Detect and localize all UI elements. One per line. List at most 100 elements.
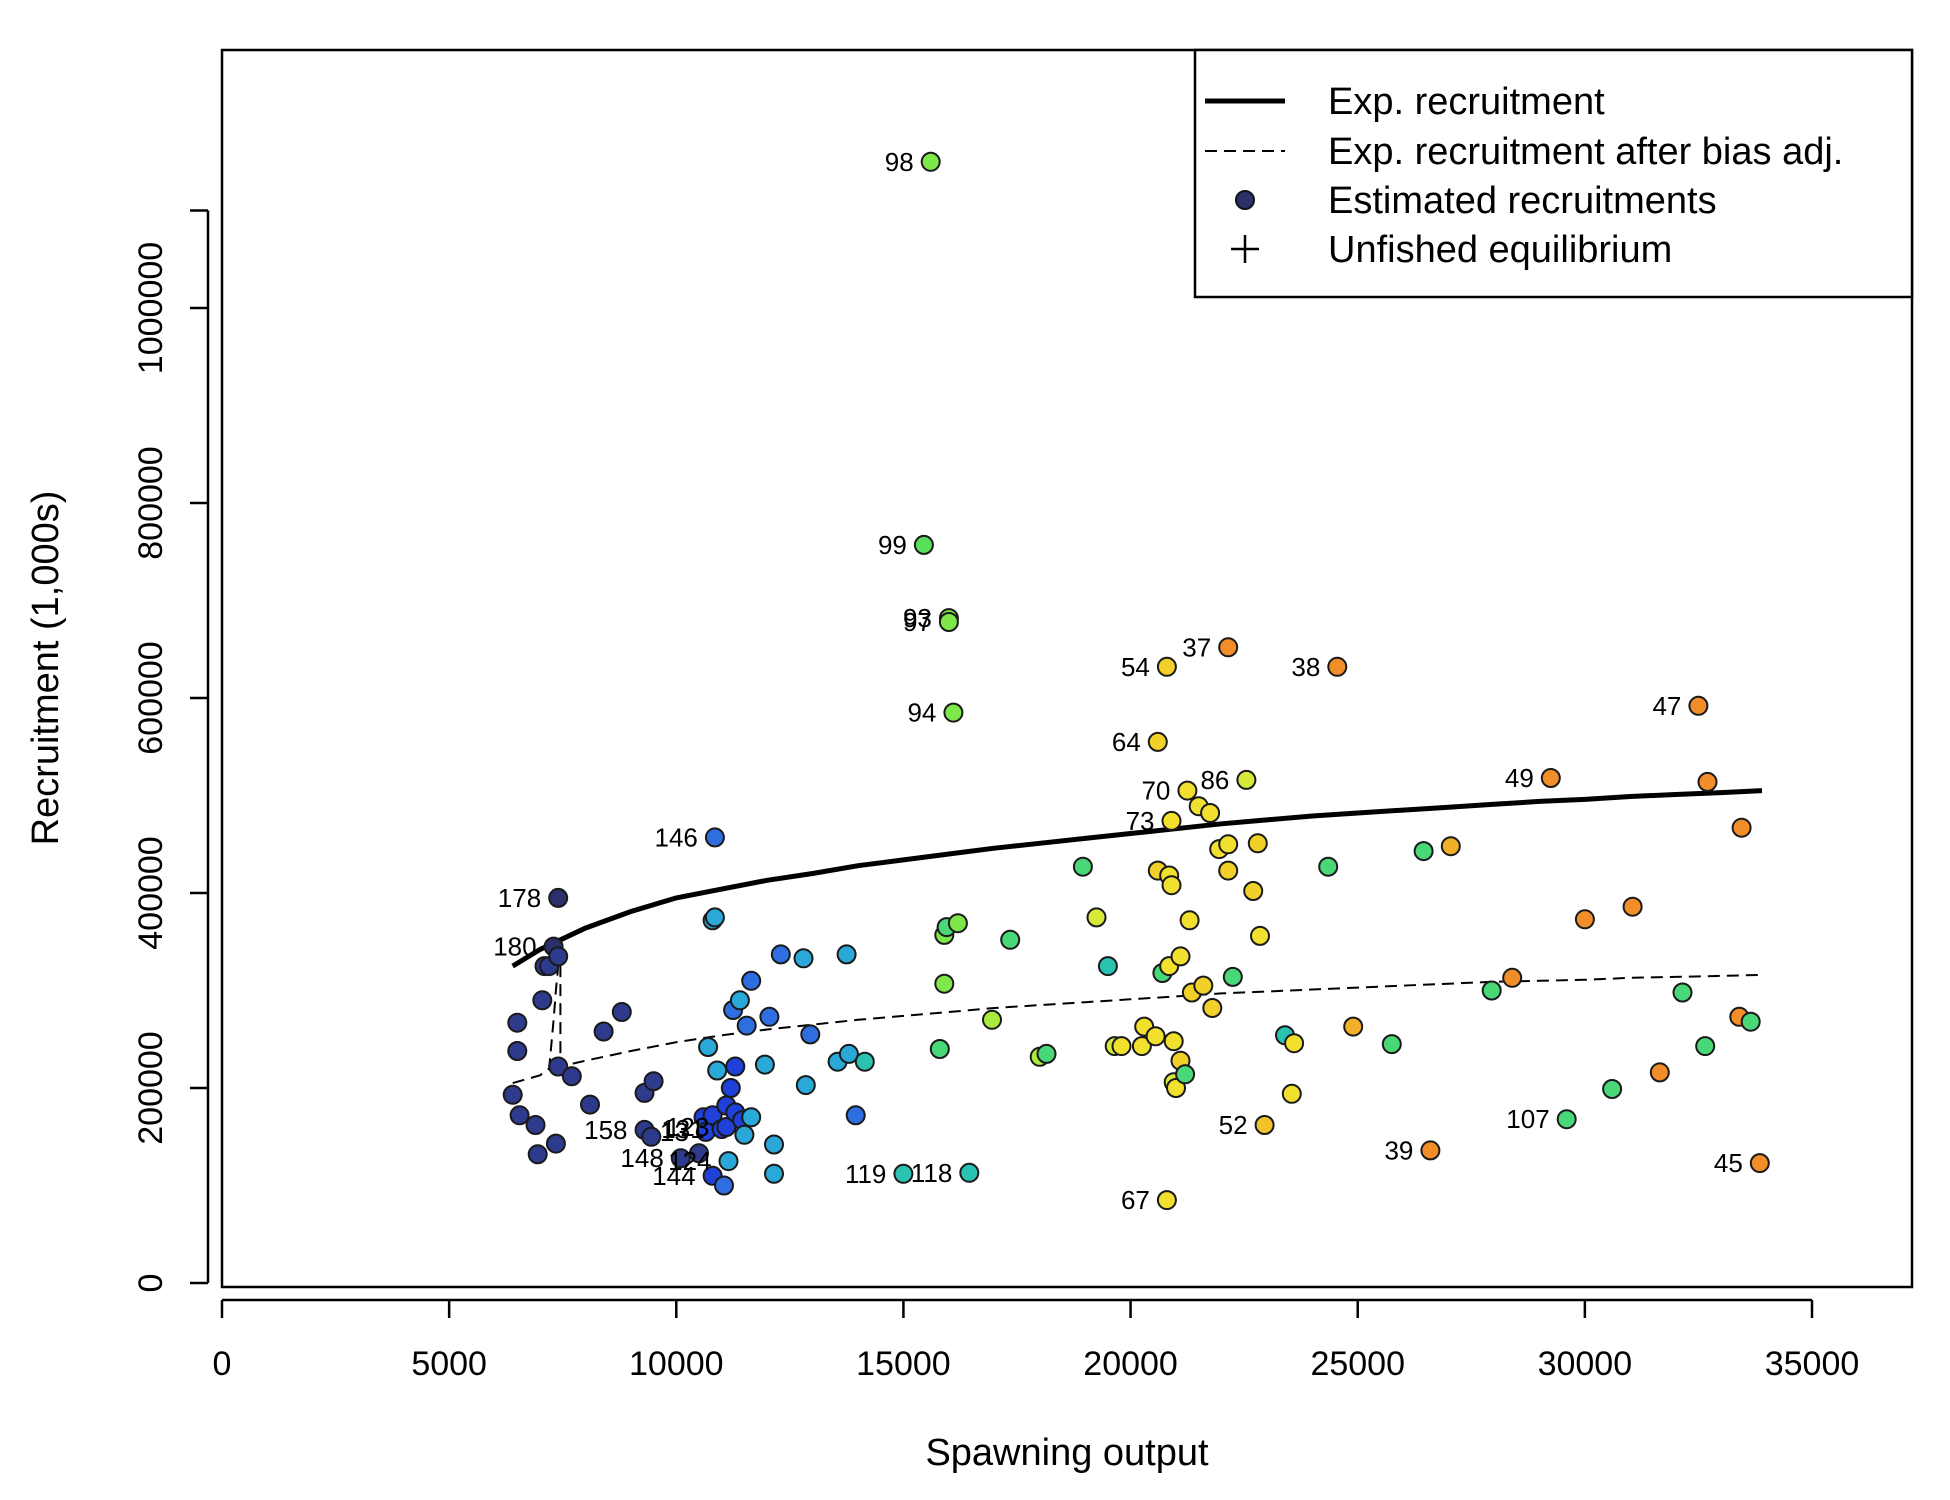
data-point: [1131, 1036, 1152, 1057]
data-point: [1327, 656, 1348, 677]
data-point: [1218, 860, 1239, 881]
data-point: [1602, 1079, 1623, 1099]
point-label: 180: [493, 932, 536, 962]
data-point: [1175, 1064, 1196, 1085]
data-point: [1111, 1036, 1132, 1057]
data-point: [548, 887, 569, 908]
x-tick-label: 10000: [629, 1345, 724, 1383]
data-point: [1177, 780, 1198, 801]
data-point: [1413, 841, 1434, 862]
point-label: 73: [1126, 806, 1155, 836]
data-point: [741, 970, 762, 991]
data-point: [1179, 910, 1200, 931]
data-point: [611, 1002, 632, 1022]
data-point: [702, 1105, 723, 1126]
data-point: [1200, 803, 1221, 823]
data-point: [670, 1148, 691, 1169]
data-point: [1193, 975, 1214, 996]
data-point: [1156, 656, 1177, 677]
data-point: [593, 1021, 614, 1042]
point-label: 144: [652, 1161, 695, 1191]
point-label: 54: [1121, 652, 1150, 682]
data-point: [1381, 1034, 1402, 1055]
data-point: [934, 973, 955, 994]
data-point: [754, 1054, 775, 1075]
y-tick-label: 600000: [132, 641, 170, 754]
legend-label: Estimated recruitments: [1328, 180, 1717, 222]
data-point: [704, 907, 725, 928]
data-point: [1420, 1140, 1441, 1161]
data-point: [1731, 817, 1752, 838]
data-point: [1161, 810, 1182, 831]
data-point: [854, 1051, 875, 1072]
point-label: 158: [584, 1115, 627, 1145]
y-tick-label: 400000: [132, 836, 170, 949]
x-tick-label: 25000: [1310, 1345, 1405, 1383]
data-point: [1697, 771, 1718, 792]
point-label: 148: [620, 1143, 663, 1173]
data-point: [689, 1143, 709, 1164]
data-point: [720, 1078, 741, 1098]
data-point: [734, 1124, 755, 1145]
point-label: 107: [1506, 1104, 1549, 1134]
data-point: [1622, 896, 1643, 917]
point-label: 86: [1200, 765, 1229, 795]
data-point: [800, 1024, 821, 1045]
x-tick-label: 30000: [1538, 1345, 1633, 1383]
point-label: 124: [668, 1146, 711, 1176]
point-label: 93: [903, 603, 932, 633]
data-point: [502, 1084, 523, 1105]
data-point: [532, 990, 553, 1011]
data-point: [1236, 769, 1257, 790]
points: [502, 151, 1770, 1211]
data-point: [795, 1075, 816, 1096]
data-point: [507, 1012, 528, 1033]
point-label: 99: [878, 530, 907, 560]
legend-label: Exp. recruitment: [1328, 81, 1605, 123]
data-point: [1156, 1190, 1177, 1211]
data-point: [641, 1126, 662, 1147]
point-label: 118: [911, 1158, 952, 1188]
x-axis-title: Spawning output: [925, 1432, 1209, 1474]
point-label: 178: [498, 883, 541, 913]
data-point: [1284, 1033, 1305, 1054]
x-tick-label: 0: [213, 1345, 232, 1383]
point-label: 37: [1182, 632, 1211, 662]
point-label: 67: [1121, 1185, 1150, 1215]
plot-frame: [220, 48, 1914, 1289]
data-point: [1163, 1031, 1184, 1052]
data-point: [1247, 833, 1268, 854]
data-point: [1318, 856, 1339, 877]
point-label: 98: [885, 147, 914, 177]
data-point: [1574, 909, 1595, 930]
data-point: [718, 1151, 739, 1172]
data-point: [1556, 1109, 1577, 1130]
data-point: [1749, 1153, 1770, 1174]
data-point: [1218, 834, 1239, 855]
data-point: [1147, 731, 1168, 752]
y-tick-label: 800000: [132, 446, 170, 559]
point-label: 52: [1219, 1110, 1248, 1140]
data-point: [1166, 1078, 1186, 1098]
data-point: [1222, 966, 1243, 987]
data-point: [770, 944, 791, 965]
data-point: [580, 1094, 600, 1115]
y-axis-title: Recruitment (1,000s): [25, 491, 67, 846]
data-point: [1649, 1062, 1670, 1083]
data-point: [938, 612, 959, 632]
point-label: 146: [655, 822, 698, 852]
point-label: 94: [907, 698, 936, 728]
data-point: [1740, 1011, 1761, 1032]
data-point: [929, 1039, 950, 1059]
data-point: [736, 1015, 757, 1036]
data-point: [1540, 768, 1561, 788]
data-point: [759, 1006, 780, 1027]
point-label: 39: [1384, 1135, 1413, 1165]
data-point: [920, 151, 941, 172]
point-label: 13: [660, 1117, 689, 1147]
point-label: 70: [1141, 776, 1170, 806]
point-label: 131: [661, 1114, 704, 1144]
data-point: [707, 1060, 728, 1081]
